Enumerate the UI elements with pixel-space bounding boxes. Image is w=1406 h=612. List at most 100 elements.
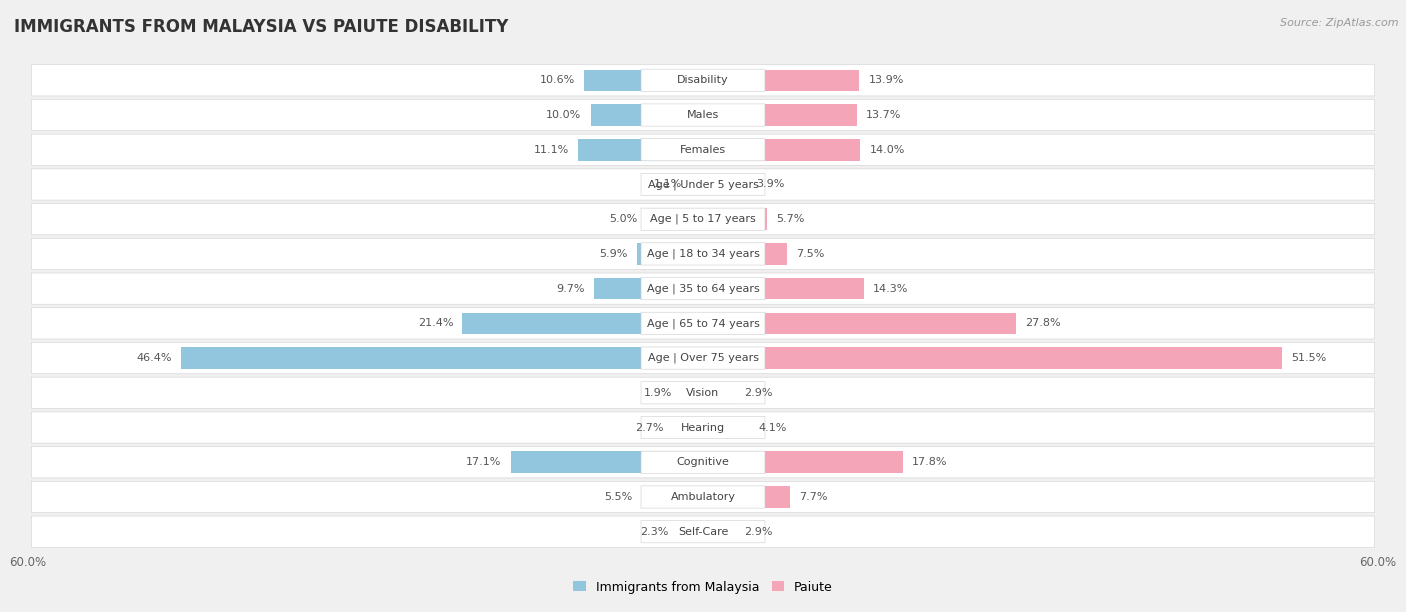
Text: Females: Females (681, 145, 725, 155)
FancyBboxPatch shape (641, 451, 765, 473)
FancyBboxPatch shape (31, 343, 1375, 374)
Text: 2.7%: 2.7% (636, 422, 664, 433)
FancyBboxPatch shape (31, 99, 1375, 130)
FancyBboxPatch shape (641, 416, 765, 439)
Text: 17.8%: 17.8% (912, 457, 948, 467)
Bar (463, 313, 703, 334)
Text: 21.4%: 21.4% (418, 318, 453, 329)
Text: Ambulatory: Ambulatory (671, 492, 735, 502)
Text: 9.7%: 9.7% (557, 283, 585, 294)
FancyBboxPatch shape (31, 204, 1375, 235)
Text: Hearing: Hearing (681, 422, 725, 433)
Bar (578, 139, 703, 160)
Text: 27.8%: 27.8% (1025, 318, 1060, 329)
Bar (591, 104, 703, 126)
Bar (647, 209, 703, 230)
Bar (703, 278, 863, 299)
Bar (641, 486, 703, 508)
Bar (593, 278, 703, 299)
Text: 7.7%: 7.7% (799, 492, 827, 502)
Text: Vision: Vision (686, 388, 720, 398)
Bar (703, 139, 860, 160)
Text: 1.1%: 1.1% (654, 179, 682, 190)
Text: 5.5%: 5.5% (605, 492, 633, 502)
Bar (703, 486, 790, 508)
FancyBboxPatch shape (641, 173, 765, 196)
Bar (703, 313, 1015, 334)
Text: 13.9%: 13.9% (869, 75, 904, 85)
Text: 1.9%: 1.9% (644, 388, 672, 398)
FancyBboxPatch shape (31, 238, 1375, 269)
Bar (703, 382, 735, 403)
Text: IMMIGRANTS FROM MALAYSIA VS PAIUTE DISABILITY: IMMIGRANTS FROM MALAYSIA VS PAIUTE DISAB… (14, 18, 509, 36)
Text: 3.9%: 3.9% (756, 179, 785, 190)
FancyBboxPatch shape (641, 104, 765, 126)
FancyBboxPatch shape (31, 273, 1375, 304)
Text: 2.3%: 2.3% (640, 527, 668, 537)
Bar (703, 209, 768, 230)
FancyBboxPatch shape (31, 482, 1375, 513)
Bar (703, 417, 749, 438)
Bar (703, 243, 787, 264)
FancyBboxPatch shape (641, 312, 765, 335)
FancyBboxPatch shape (31, 65, 1375, 96)
Bar (703, 174, 747, 195)
Bar (682, 382, 703, 403)
FancyBboxPatch shape (31, 134, 1375, 165)
Text: 14.3%: 14.3% (873, 283, 908, 294)
Bar (672, 417, 703, 438)
Text: 17.1%: 17.1% (467, 457, 502, 467)
FancyBboxPatch shape (31, 308, 1375, 339)
FancyBboxPatch shape (31, 377, 1375, 408)
Text: 5.0%: 5.0% (610, 214, 638, 224)
Text: 11.1%: 11.1% (534, 145, 569, 155)
FancyBboxPatch shape (641, 521, 765, 543)
Text: 51.5%: 51.5% (1291, 353, 1326, 363)
Bar (703, 348, 1282, 369)
Text: Age | 5 to 17 years: Age | 5 to 17 years (650, 214, 756, 225)
Bar (703, 521, 735, 542)
Text: Self-Care: Self-Care (678, 527, 728, 537)
Bar (637, 243, 703, 264)
Bar (510, 452, 703, 473)
Text: Age | 18 to 34 years: Age | 18 to 34 years (647, 248, 759, 259)
Text: 10.6%: 10.6% (540, 75, 575, 85)
Text: Age | 35 to 64 years: Age | 35 to 64 years (647, 283, 759, 294)
Bar (690, 174, 703, 195)
FancyBboxPatch shape (31, 516, 1375, 547)
Text: 4.1%: 4.1% (758, 422, 786, 433)
Bar (181, 348, 703, 369)
Text: 5.7%: 5.7% (776, 214, 804, 224)
Text: 2.9%: 2.9% (745, 527, 773, 537)
Text: Age | Under 5 years: Age | Under 5 years (648, 179, 758, 190)
FancyBboxPatch shape (641, 139, 765, 161)
Bar (678, 521, 703, 542)
Text: 10.0%: 10.0% (547, 110, 582, 120)
Legend: Immigrants from Malaysia, Paiute: Immigrants from Malaysia, Paiute (574, 581, 832, 594)
FancyBboxPatch shape (31, 412, 1375, 443)
Bar (583, 70, 703, 91)
FancyBboxPatch shape (31, 169, 1375, 200)
Text: Age | Over 75 years: Age | Over 75 years (648, 353, 758, 364)
FancyBboxPatch shape (641, 243, 765, 265)
Bar (703, 70, 859, 91)
Text: Age | 65 to 74 years: Age | 65 to 74 years (647, 318, 759, 329)
Text: 46.4%: 46.4% (136, 353, 172, 363)
Text: 7.5%: 7.5% (796, 249, 825, 259)
Text: Cognitive: Cognitive (676, 457, 730, 467)
FancyBboxPatch shape (31, 447, 1375, 478)
FancyBboxPatch shape (641, 382, 765, 404)
FancyBboxPatch shape (641, 69, 765, 91)
FancyBboxPatch shape (641, 277, 765, 300)
Text: 14.0%: 14.0% (869, 145, 905, 155)
Text: Disability: Disability (678, 75, 728, 85)
Text: Source: ZipAtlas.com: Source: ZipAtlas.com (1281, 18, 1399, 28)
Text: 2.9%: 2.9% (745, 388, 773, 398)
Text: Males: Males (688, 110, 718, 120)
FancyBboxPatch shape (641, 347, 765, 369)
Bar (703, 104, 858, 126)
Text: 5.9%: 5.9% (599, 249, 627, 259)
FancyBboxPatch shape (641, 208, 765, 230)
FancyBboxPatch shape (641, 486, 765, 508)
Text: 13.7%: 13.7% (866, 110, 901, 120)
